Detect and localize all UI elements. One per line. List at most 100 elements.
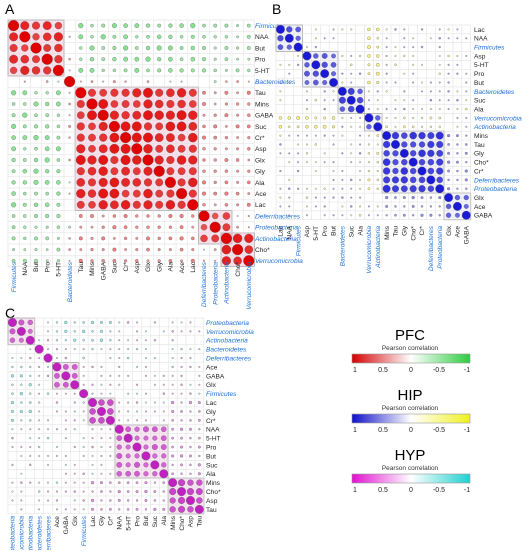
correlation-cell xyxy=(399,148,409,158)
correlation-cell xyxy=(247,57,251,61)
correlation-cell xyxy=(297,152,300,155)
correlation-cell xyxy=(146,225,150,229)
correlation-cell xyxy=(438,63,441,66)
correlation-cell xyxy=(200,234,208,243)
correlation-cell xyxy=(438,116,442,120)
correlation-cell xyxy=(76,111,85,120)
correlation-cell xyxy=(188,177,198,188)
correlation-cell xyxy=(20,401,23,404)
correlation-cell xyxy=(391,185,399,193)
correlation-cell xyxy=(11,258,16,263)
correlation-cell xyxy=(347,87,355,95)
correlation-cell xyxy=(171,436,174,440)
correlation-cell xyxy=(191,248,195,252)
correlation-cell xyxy=(447,143,450,146)
correlation-cell xyxy=(112,258,117,263)
correlation-cell xyxy=(11,214,16,218)
correlation-cell xyxy=(146,259,150,263)
correlation-cell xyxy=(56,113,61,117)
correlation-cell xyxy=(82,348,85,351)
row-label: Glx xyxy=(474,195,485,202)
column-label: Cr* xyxy=(123,262,130,272)
correlation-cell xyxy=(107,408,114,415)
correlation-cell xyxy=(179,247,184,252)
correlation-cell xyxy=(101,225,105,229)
correlation-cell xyxy=(101,248,105,252)
correlation-cell xyxy=(180,365,183,368)
correlation-cell xyxy=(314,205,317,208)
correlation-cell xyxy=(144,366,147,368)
correlation-cell xyxy=(306,90,308,93)
correlation-cell xyxy=(123,214,128,218)
correlation-cell xyxy=(297,187,300,190)
correlation-cell xyxy=(438,81,441,84)
correlation-cell xyxy=(171,392,174,395)
correlation-cell xyxy=(100,490,103,493)
correlation-cell xyxy=(171,445,174,449)
correlation-cell xyxy=(332,99,335,102)
correlation-cell xyxy=(98,99,109,109)
correlation-cell xyxy=(68,237,71,240)
correlation-cell xyxy=(10,374,15,378)
correlation-cell xyxy=(20,481,23,484)
correlation-cell xyxy=(46,436,50,440)
correlation-cell xyxy=(34,214,38,218)
correlation-cell xyxy=(153,410,156,413)
correlation-cell xyxy=(47,455,50,457)
correlation-cell xyxy=(224,135,229,140)
correlation-cell xyxy=(134,461,141,468)
correlation-cell xyxy=(403,28,406,31)
row-label: Ace xyxy=(206,364,218,371)
correlation-cell xyxy=(32,33,40,41)
correlation-cell xyxy=(38,428,41,431)
correlation-cell xyxy=(118,419,121,422)
correlation-cell xyxy=(232,233,243,244)
colorbar-tick: 0.5 xyxy=(378,427,388,434)
correlation-cell xyxy=(89,408,96,415)
correlation-cell xyxy=(179,46,184,50)
correlation-cell xyxy=(33,179,39,185)
column-label: Proteobacteria xyxy=(10,516,17,550)
correlation-cell xyxy=(55,490,58,493)
row-label: Bacteroidetes xyxy=(255,79,296,86)
correlation-cell xyxy=(403,116,406,120)
correlation-cell xyxy=(45,113,50,118)
correlation-cell xyxy=(392,150,399,157)
correlation-cell xyxy=(123,236,128,241)
correlation-cell xyxy=(305,116,309,120)
correlation-cell xyxy=(421,63,423,66)
correlation-cell xyxy=(367,36,371,40)
correlation-cell xyxy=(176,88,187,98)
row-label: GABA xyxy=(206,373,225,380)
correlation-cell xyxy=(55,401,59,404)
correlation-cell xyxy=(304,70,310,77)
correlation-cell xyxy=(385,46,388,49)
correlation-cell xyxy=(323,90,326,93)
correlation-cell xyxy=(403,72,406,75)
colorbar-bar xyxy=(351,473,471,484)
correlation-cell xyxy=(403,107,406,111)
correlation-cell xyxy=(91,330,94,333)
correlation-cell xyxy=(171,419,174,422)
row-label: Pro xyxy=(474,71,485,78)
correlation-cell xyxy=(314,46,317,49)
correlation-cell xyxy=(367,214,370,217)
correlation-cell xyxy=(221,256,231,266)
correlation-cell xyxy=(367,45,371,49)
correlation-cell xyxy=(33,168,39,174)
correlation-cell xyxy=(23,102,27,106)
correlation-cell xyxy=(306,99,308,102)
correlation-cell xyxy=(171,383,174,386)
correlation-cell xyxy=(188,400,193,405)
correlation-cell xyxy=(171,409,175,413)
column-label: Ala xyxy=(161,516,168,526)
correlation-cell xyxy=(11,490,14,493)
correlation-cell xyxy=(82,401,85,404)
correlation-cell xyxy=(27,319,33,326)
correlation-cell xyxy=(90,320,95,325)
correlation-cell xyxy=(165,200,176,210)
row-label: Ala xyxy=(474,106,484,113)
column-label: Firmicutes xyxy=(81,515,88,546)
correlation-cell xyxy=(376,37,379,40)
correlation-cell xyxy=(221,244,232,255)
